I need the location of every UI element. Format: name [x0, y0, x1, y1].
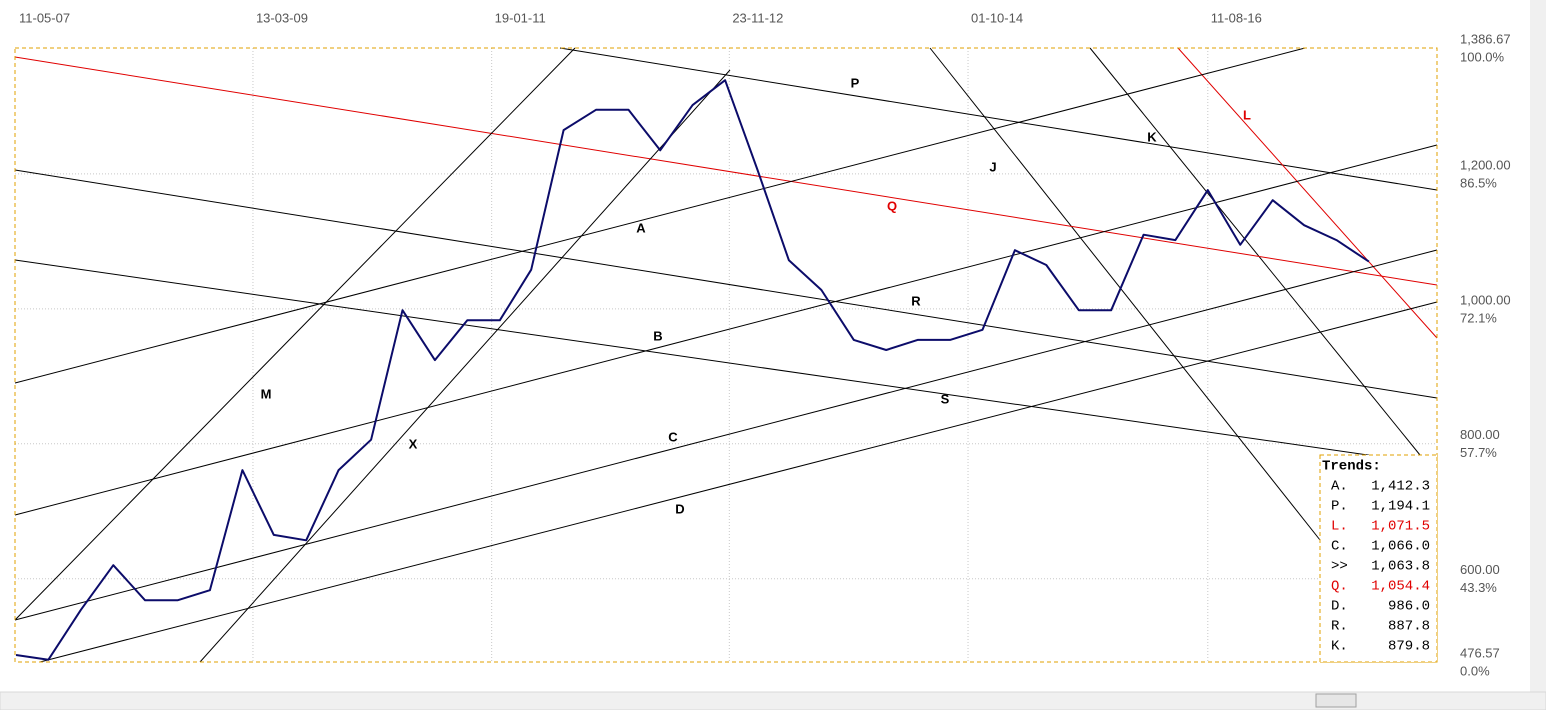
trend-name: C.	[1331, 539, 1348, 555]
y2-tick-label: 43.3%	[1460, 580, 1497, 595]
vertical-scrollbar[interactable]	[1530, 0, 1546, 692]
trend-line	[1089, 47, 1421, 456]
trend-label: Q	[887, 198, 897, 213]
trend-label: R	[911, 293, 921, 308]
trend-label: D	[675, 501, 684, 516]
trend-value: 1,063.8	[1371, 559, 1430, 575]
trend-line	[14, 169, 1438, 399]
plot-border	[14, 47, 1438, 663]
trend-value: 1,412.3	[1371, 479, 1430, 495]
trend-label: C	[668, 429, 678, 444]
trend-line	[14, 56, 1438, 286]
trend-label: J	[989, 159, 996, 174]
trend-label: P	[851, 75, 860, 90]
trend-value: 1,071.5	[1371, 519, 1430, 535]
trend-line	[14, 47, 576, 621]
trend-line	[1177, 47, 1438, 339]
x-tick-label: 01-10-14	[971, 10, 1023, 25]
trend-label: X	[409, 436, 418, 451]
trend-line	[14, 259, 1438, 466]
trend-label: M	[261, 386, 272, 401]
y2-tick-label: 86.5%	[1460, 175, 1497, 190]
trend-name: >>	[1331, 559, 1348, 575]
trend-label: L	[1243, 107, 1251, 122]
trend-name: L.	[1331, 519, 1348, 535]
trend-name: D.	[1331, 599, 1348, 615]
y-tick-label: 1,386.67	[1460, 31, 1511, 46]
y-tick-label: 476.57	[1460, 645, 1500, 660]
trend-line	[14, 47, 1306, 384]
price-line	[15, 79, 1370, 661]
trend-value: 986.0	[1388, 599, 1430, 615]
trend-name: R.	[1331, 619, 1348, 635]
trends-title: Trends:	[1322, 459, 1381, 475]
trend-label: B	[653, 328, 662, 343]
trend-value: 1,194.1	[1371, 499, 1430, 515]
x-tick-label: 13-03-09	[256, 10, 308, 25]
trend-label: A	[636, 220, 646, 235]
trend-value: 879.8	[1388, 639, 1430, 655]
y2-tick-label: 100.0%	[1460, 49, 1505, 64]
trend-value: 1,066.0	[1371, 539, 1430, 555]
trend-value: 887.8	[1388, 619, 1430, 635]
trend-name: P.	[1331, 499, 1348, 515]
plot-area	[14, 47, 1438, 663]
trends-box	[1319, 454, 1438, 663]
trend-line	[929, 47, 1321, 541]
trend-line	[39, 301, 1438, 663]
y-tick-label: 800.00	[1460, 427, 1500, 442]
y2-tick-label: 72.1%	[1460, 310, 1497, 325]
trend-label: K	[1147, 129, 1157, 144]
x-tick-label: 11-05-07	[19, 10, 70, 25]
trend-name: A.	[1331, 479, 1348, 495]
x-tick-label: 19-01-11	[495, 10, 546, 25]
trend-name: K.	[1331, 639, 1348, 655]
y-tick-label: 1,000.00	[1460, 292, 1511, 307]
trend-line	[14, 144, 1438, 516]
x-tick-label: 23-11-12	[732, 10, 783, 25]
x-tick-label: 11-08-16	[1211, 10, 1262, 25]
trend-line	[199, 69, 731, 663]
y2-tick-label: 57.7%	[1460, 445, 1497, 460]
trend-label: S	[941, 391, 950, 406]
trend-line	[14, 249, 1438, 621]
trend-line	[559, 47, 1438, 191]
y-tick-label: 600.00	[1460, 562, 1500, 577]
trend-name: Q.	[1331, 579, 1348, 595]
horizontal-scrollbar[interactable]	[0, 691, 1546, 710]
y2-tick-label: 0.0%	[1460, 663, 1490, 678]
scroll-thumb[interactable]	[1315, 693, 1357, 708]
y-tick-label: 1,200.00	[1460, 157, 1511, 172]
trend-value: 1,054.4	[1371, 579, 1430, 595]
